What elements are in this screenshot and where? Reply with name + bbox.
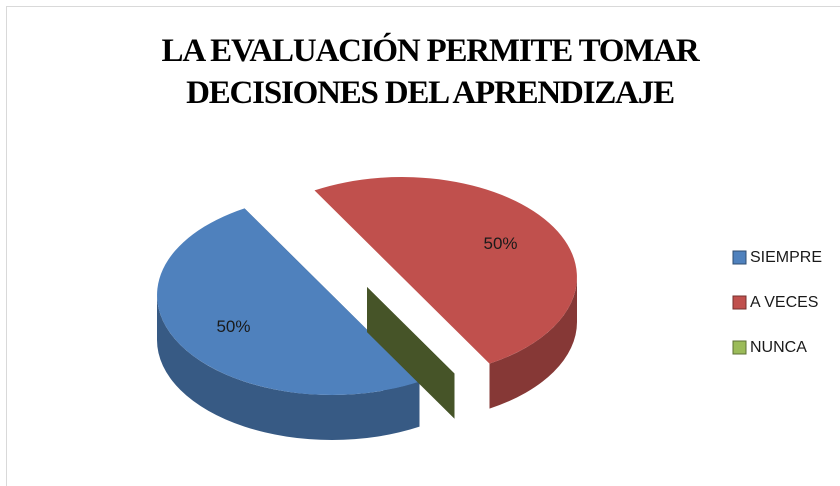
data-label: 50% [216,317,250,336]
slice [314,177,577,364]
slice-side [157,295,420,440]
slice-wall [367,287,455,419]
chart-border [6,6,840,486]
data-label: 50% [483,234,517,253]
legend-label: A VECES [750,294,818,311]
slice-side [489,277,577,409]
legend-label: SIEMPRE [750,249,822,266]
chart-title: LA EVALUACIÓN PERMITE TOMAR DECISIONES D… [161,33,700,111]
legend-label: NUNCA [750,339,807,356]
slice [157,208,420,395]
legend-swatch [732,250,747,265]
legend-swatch [732,295,747,310]
legend-swatch [732,340,747,355]
